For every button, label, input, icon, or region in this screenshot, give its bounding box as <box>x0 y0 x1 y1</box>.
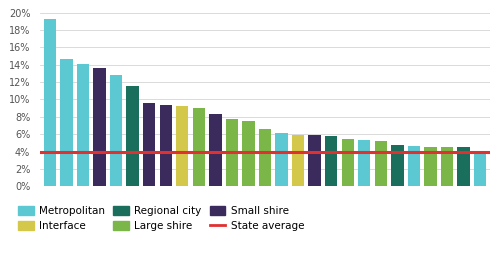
Bar <box>176 106 188 186</box>
Bar <box>408 146 420 186</box>
Bar <box>110 75 122 186</box>
Bar <box>374 141 387 186</box>
Bar <box>160 105 172 186</box>
Bar <box>259 129 271 186</box>
Bar <box>143 103 156 186</box>
Legend: Metropolitan, Interface, Regional city, Large shire, Small shire, State average: Metropolitan, Interface, Regional city, … <box>18 206 304 231</box>
Bar <box>192 108 205 186</box>
Bar <box>458 147 469 186</box>
Bar <box>276 133 287 186</box>
Bar <box>242 121 254 186</box>
Bar <box>325 136 338 186</box>
Bar <box>226 119 238 186</box>
Bar <box>94 68 106 186</box>
Bar <box>474 152 486 186</box>
Bar <box>60 59 72 186</box>
Bar <box>77 64 89 186</box>
Bar <box>441 147 453 186</box>
Bar <box>209 114 222 186</box>
Bar <box>292 135 304 186</box>
Bar <box>308 135 321 186</box>
Bar <box>391 145 404 186</box>
Bar <box>126 86 139 186</box>
Bar <box>44 19 56 186</box>
Bar <box>342 139 354 186</box>
Bar <box>358 140 370 186</box>
Bar <box>424 147 436 186</box>
